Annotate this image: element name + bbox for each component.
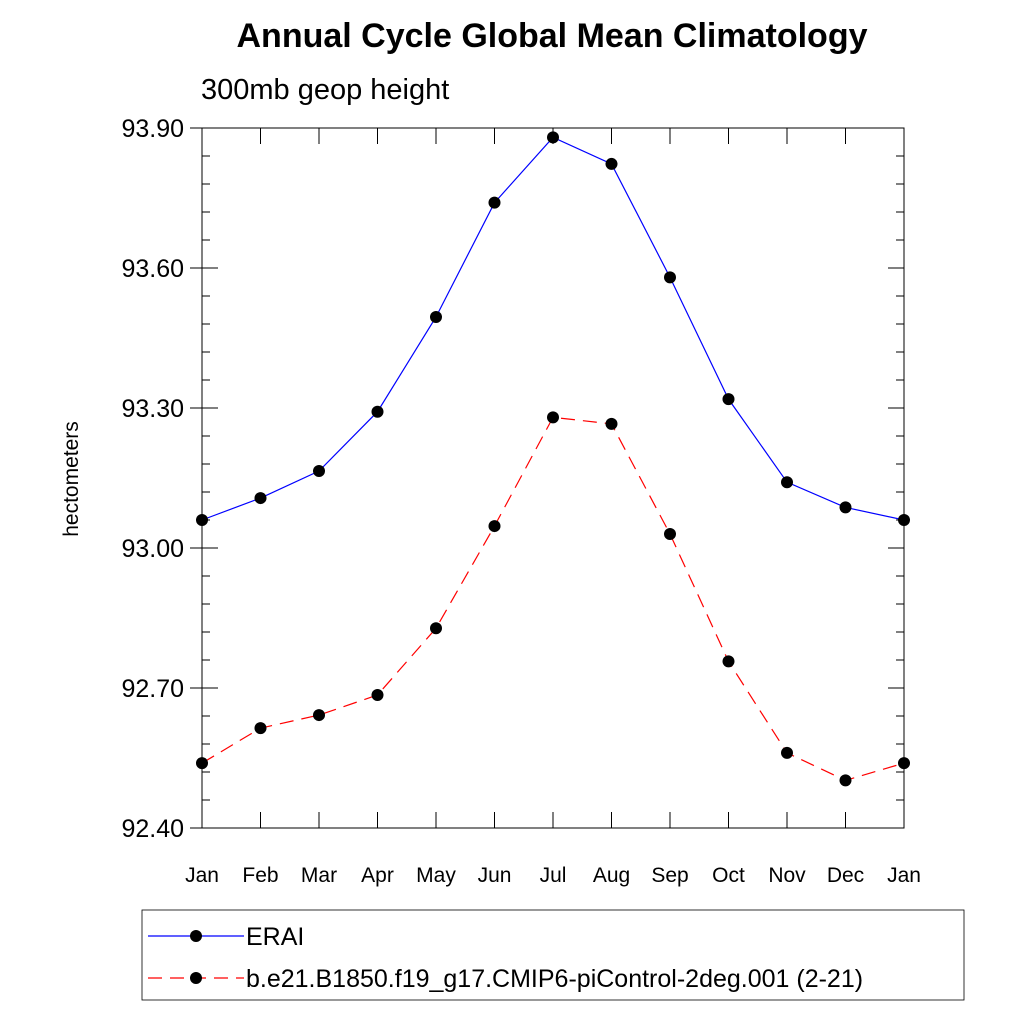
series-1-point — [254, 492, 267, 505]
series-1-point — [722, 393, 735, 406]
x-tick-label: Nov — [768, 864, 806, 887]
series-2-point — [488, 520, 501, 533]
series-layer — [196, 131, 910, 787]
series-2-point — [313, 709, 325, 722]
series-1-point — [605, 157, 618, 170]
y-tick-label: 93.90 — [121, 115, 184, 143]
legend: ERAI b.e21.B1850.f19_g17.CMIP6-piControl-… — [141, 909, 965, 1001]
series-2-point — [781, 746, 793, 759]
series-1-point — [488, 196, 501, 209]
series-2-point — [196, 757, 208, 770]
y-tick-label: 93.60 — [121, 255, 184, 283]
series-1-point — [664, 271, 676, 284]
series-2-point — [722, 655, 735, 668]
x-tick-label: Jul — [540, 864, 567, 887]
x-tick-label: Apr — [361, 864, 394, 887]
series-line-2 — [201, 416, 905, 782]
x-tick-label: Feb — [242, 864, 278, 887]
x-tick-label: Oct — [712, 864, 745, 887]
legend-label-2: b.e21.B1850.f19_g17.CMIP6-piControl-2deg… — [246, 965, 863, 993]
legend-marker-2 — [190, 972, 202, 984]
plot-frame — [201, 127, 905, 829]
x-tick-label: Sep — [651, 864, 688, 887]
series-1-point — [547, 131, 559, 144]
x-tick-label: Jan — [185, 864, 219, 887]
y-axis-label: hectometers — [60, 421, 83, 537]
series-2-point — [430, 622, 442, 635]
series-line-1 — [201, 136, 905, 521]
series-2-point — [605, 417, 618, 430]
series-1-point — [898, 514, 910, 526]
legend-marker-1 — [190, 930, 202, 942]
chart-subtitle: 300mb geop height — [201, 74, 449, 106]
series-1-point — [839, 501, 852, 514]
x-tick-label: Dec — [827, 864, 864, 887]
x-tick-label: Jun — [478, 864, 512, 887]
y-tick-label: 93.30 — [121, 395, 184, 423]
series-2-point — [254, 722, 267, 735]
series-2-point — [898, 757, 910, 770]
series-2-point — [664, 528, 676, 540]
series-1-point — [371, 405, 384, 418]
legend-box — [141, 909, 965, 1001]
series-1-point — [781, 476, 793, 489]
x-tick-labels: Jan Feb Mar Apr May Jun Jul Aug Sep Oct Nov Dec Jan — [185, 864, 921, 887]
series-2-point — [371, 689, 384, 701]
series-1-point — [196, 514, 208, 526]
series-2-point — [547, 411, 559, 424]
y-tick-labels: 92.40 92.70 93.00 93.30 93.60 93.90 — [121, 115, 184, 843]
y-tick-label: 92.40 — [121, 815, 184, 843]
x-tick-label: Aug — [593, 864, 630, 887]
series-2-point — [839, 774, 852, 787]
y-tick-label: 92.70 — [121, 675, 184, 703]
x-tick-label: May — [416, 864, 456, 887]
y-tick-label: 93.00 — [121, 535, 184, 563]
x-tick-label: Mar — [301, 864, 337, 887]
legend-label-1: ERAI — [246, 923, 304, 951]
series-1-point — [430, 311, 442, 323]
series-1-point — [313, 465, 325, 477]
chart-title: Annual Cycle Global Mean Climatology — [237, 17, 868, 55]
plot-axes — [190, 127, 905, 829]
x-tick-label: Jan — [887, 864, 921, 887]
